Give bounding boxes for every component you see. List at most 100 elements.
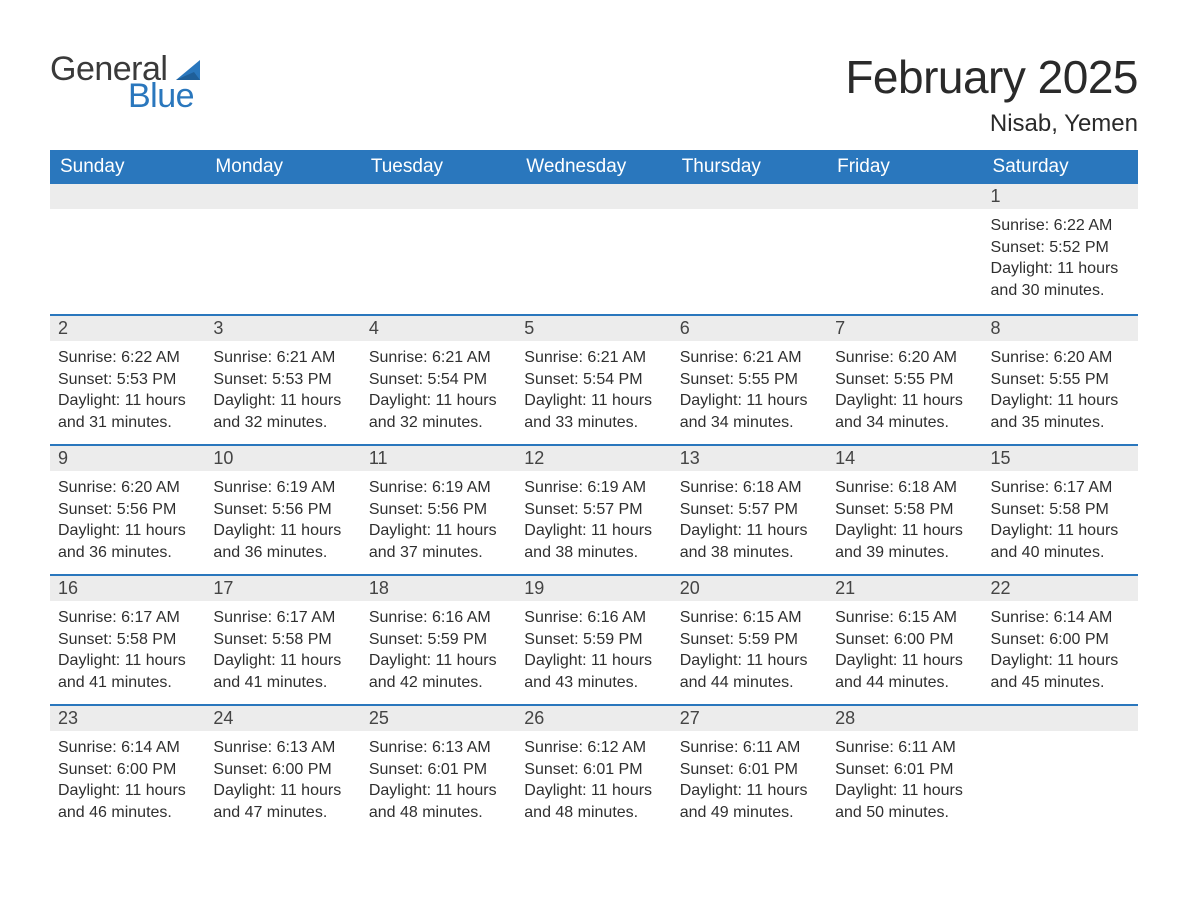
day-number: 19 xyxy=(516,574,671,601)
calendar-day-cell: 23Sunrise: 6:14 AMSunset: 6:00 PMDayligh… xyxy=(50,704,205,834)
day-details: Sunrise: 6:13 AMSunset: 6:01 PMDaylight:… xyxy=(361,731,516,831)
day-details: Sunrise: 6:22 AMSunset: 5:53 PMDaylight:… xyxy=(50,341,205,441)
calendar-week-row: 1Sunrise: 6:22 AMSunset: 5:52 PMDaylight… xyxy=(50,184,1138,314)
sunrise-line: Sunrise: 6:20 AM xyxy=(991,347,1130,369)
daylight-line: Daylight: 11 hours and 40 minutes. xyxy=(991,520,1130,563)
daylight-line: Daylight: 11 hours and 44 minutes. xyxy=(835,650,974,693)
sunrise-line: Sunrise: 6:18 AM xyxy=(680,477,819,499)
calendar-day-cell: 11Sunrise: 6:19 AMSunset: 5:56 PMDayligh… xyxy=(361,444,516,574)
empty-day-number xyxy=(361,184,516,209)
day-details: Sunrise: 6:19 AMSunset: 5:56 PMDaylight:… xyxy=(361,471,516,571)
sunset-line: Sunset: 5:56 PM xyxy=(213,499,352,521)
sunrise-line: Sunrise: 6:16 AM xyxy=(524,607,663,629)
calendar-week-row: 23Sunrise: 6:14 AMSunset: 6:00 PMDayligh… xyxy=(50,704,1138,834)
day-details: Sunrise: 6:13 AMSunset: 6:00 PMDaylight:… xyxy=(205,731,360,831)
sunset-line: Sunset: 5:58 PM xyxy=(835,499,974,521)
sunset-line: Sunset: 6:01 PM xyxy=(680,759,819,781)
daylight-line: Daylight: 11 hours and 36 minutes. xyxy=(213,520,352,563)
daylight-line: Daylight: 11 hours and 50 minutes. xyxy=(835,780,974,823)
day-number: 15 xyxy=(983,444,1138,471)
sunset-line: Sunset: 5:53 PM xyxy=(58,369,197,391)
sunrise-line: Sunrise: 6:13 AM xyxy=(369,737,508,759)
daylight-line: Daylight: 11 hours and 33 minutes. xyxy=(524,390,663,433)
day-details: Sunrise: 6:15 AMSunset: 6:00 PMDaylight:… xyxy=(827,601,982,701)
sunset-line: Sunset: 6:00 PM xyxy=(835,629,974,651)
calendar-day-cell xyxy=(983,704,1138,834)
calendar-day-cell xyxy=(827,184,982,314)
sunset-line: Sunset: 5:56 PM xyxy=(58,499,197,521)
weekday-header-row: SundayMondayTuesdayWednesdayThursdayFrid… xyxy=(50,150,1138,184)
sunrise-line: Sunrise: 6:15 AM xyxy=(835,607,974,629)
calendar-day-cell: 10Sunrise: 6:19 AMSunset: 5:56 PMDayligh… xyxy=(205,444,360,574)
day-number: 18 xyxy=(361,574,516,601)
calendar-day-cell: 20Sunrise: 6:15 AMSunset: 5:59 PMDayligh… xyxy=(672,574,827,704)
calendar-day-cell xyxy=(50,184,205,314)
weekday-header: Monday xyxy=(205,150,360,184)
sunrise-line: Sunrise: 6:21 AM xyxy=(680,347,819,369)
day-number: 25 xyxy=(361,704,516,731)
weekday-header: Sunday xyxy=(50,150,205,184)
sunset-line: Sunset: 6:01 PM xyxy=(369,759,508,781)
calendar-day-cell: 8 Sunrise: 6:20 AMSunset: 5:55 PMDaylight… xyxy=(983,314,1138,444)
calendar-day-cell: 15Sunrise: 6:17 AMSunset: 5:58 PMDayligh… xyxy=(983,444,1138,574)
day-number: 28 xyxy=(827,704,982,731)
calendar-day-cell: 24Sunrise: 6:13 AMSunset: 6:00 PMDayligh… xyxy=(205,704,360,834)
calendar-day-cell xyxy=(205,184,360,314)
daylight-line: Daylight: 11 hours and 32 minutes. xyxy=(369,390,508,433)
calendar-day-cell xyxy=(361,184,516,314)
calendar-day-cell: 6Sunrise: 6:21 AMSunset: 5:55 PMDaylight… xyxy=(672,314,827,444)
day-number: 26 xyxy=(516,704,671,731)
daylight-line: Daylight: 11 hours and 38 minutes. xyxy=(680,520,819,563)
day-number: 16 xyxy=(50,574,205,601)
daylight-line: Daylight: 11 hours and 48 minutes. xyxy=(524,780,663,823)
sunset-line: Sunset: 6:00 PM xyxy=(213,759,352,781)
day-number: 11 xyxy=(361,444,516,471)
day-number: 27 xyxy=(672,704,827,731)
sunrise-line: Sunrise: 6:21 AM xyxy=(524,347,663,369)
daylight-line: Daylight: 11 hours and 41 minutes. xyxy=(58,650,197,693)
daylight-line: Daylight: 11 hours and 34 minutes. xyxy=(835,390,974,433)
calendar-week-row: 2Sunrise: 6:22 AMSunset: 5:53 PMDaylight… xyxy=(50,314,1138,444)
calendar-day-cell: 19Sunrise: 6:16 AMSunset: 5:59 PMDayligh… xyxy=(516,574,671,704)
day-number: 8 xyxy=(983,314,1138,341)
empty-day-number xyxy=(516,184,671,209)
daylight-line: Daylight: 11 hours and 45 minutes. xyxy=(991,650,1130,693)
sunrise-line: Sunrise: 6:19 AM xyxy=(369,477,508,499)
calendar-day-cell: 14 Sunrise: 6:18 AMSunset: 5:58 PMDayligh… xyxy=(827,444,982,574)
sunrise-line: Sunrise: 6:19 AM xyxy=(213,477,352,499)
calendar-day-cell: 7Sunrise: 6:20 AMSunset: 5:55 PMDaylight… xyxy=(827,314,982,444)
daylight-line: Daylight: 11 hours and 46 minutes. xyxy=(58,780,197,823)
sunrise-line: Sunrise: 6:22 AM xyxy=(991,215,1130,237)
sunrise-line: Sunrise: 6:17 AM xyxy=(58,607,197,629)
calendar-day-cell xyxy=(672,184,827,314)
daylight-line: Daylight: 11 hours and 35 minutes. xyxy=(991,390,1130,433)
sunrise-line: Sunrise: 6:18 AM xyxy=(835,477,974,499)
day-number: 13 xyxy=(672,444,827,471)
daylight-line: Daylight: 11 hours and 38 minutes. xyxy=(524,520,663,563)
header: General Blue February 2025 Nisab, Yemen xyxy=(50,50,1138,138)
calendar-day-cell xyxy=(516,184,671,314)
daylight-line: Daylight: 11 hours and 43 minutes. xyxy=(524,650,663,693)
sunset-line: Sunset: 6:01 PM xyxy=(524,759,663,781)
sunrise-line: Sunrise: 6:12 AM xyxy=(524,737,663,759)
day-details: Sunrise: 6:17 AMSunset: 5:58 PMDaylight:… xyxy=(50,601,205,701)
day-details: Sunrise: 6:19 AMSunset: 5:56 PMDaylight:… xyxy=(205,471,360,571)
sunrise-line: Sunrise: 6:15 AM xyxy=(680,607,819,629)
weekday-header: Tuesday xyxy=(361,150,516,184)
sunrise-line: Sunrise: 6:17 AM xyxy=(991,477,1130,499)
day-details: Sunrise: 6:21 AMSunset: 5:55 PMDaylight:… xyxy=(672,341,827,441)
sunset-line: Sunset: 5:59 PM xyxy=(680,629,819,651)
sunset-line: Sunset: 5:55 PM xyxy=(991,369,1130,391)
daylight-line: Daylight: 11 hours and 42 minutes. xyxy=(369,650,508,693)
day-details: Sunrise: 6:21 AMSunset: 5:53 PMDaylight:… xyxy=(205,341,360,441)
sunset-line: Sunset: 5:53 PM xyxy=(213,369,352,391)
day-number: 14 xyxy=(827,444,982,471)
calendar-day-cell: 28Sunrise: 6:11 AMSunset: 6:01 PMDayligh… xyxy=(827,704,982,834)
calendar-day-cell: 13 Sunrise: 6:18 AMSunset: 5:57 PMDayligh… xyxy=(672,444,827,574)
day-number: 12 xyxy=(516,444,671,471)
empty-day-number xyxy=(50,184,205,209)
daylight-line: Daylight: 11 hours and 39 minutes. xyxy=(835,520,974,563)
calendar-day-cell: 3Sunrise: 6:21 AMSunset: 5:53 PMDaylight… xyxy=(205,314,360,444)
sunset-line: Sunset: 5:58 PM xyxy=(58,629,197,651)
sunset-line: Sunset: 5:57 PM xyxy=(680,499,819,521)
